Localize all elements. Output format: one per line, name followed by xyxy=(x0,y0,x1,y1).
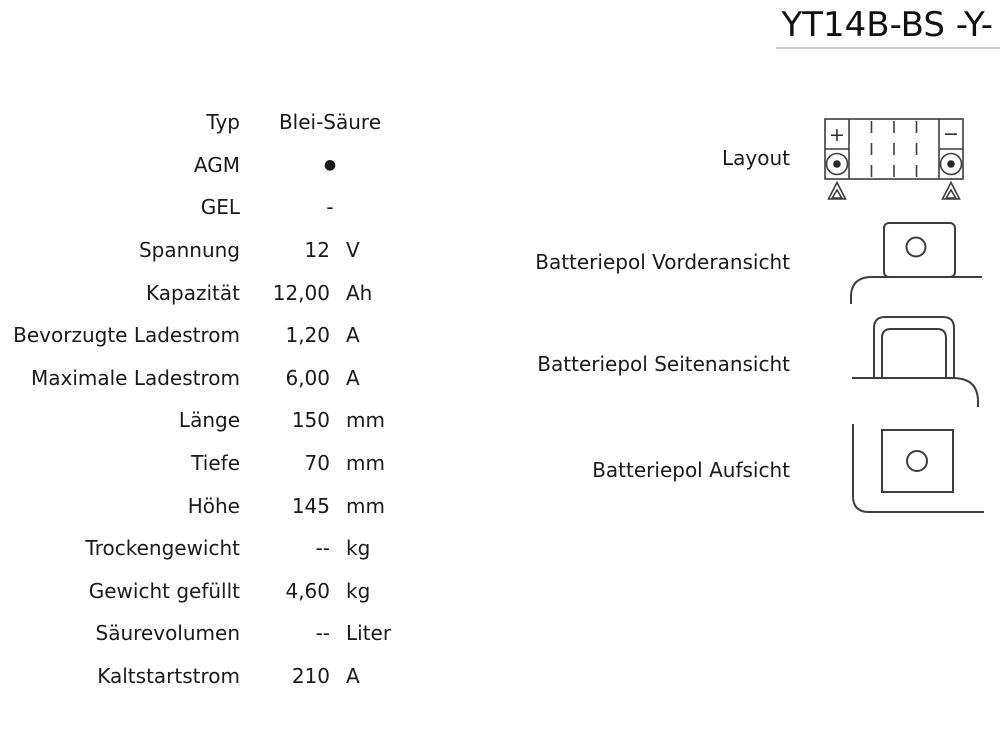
title-underline xyxy=(776,47,1000,49)
minus-symbol: − xyxy=(943,123,959,145)
spec-value: 1,20 xyxy=(285,323,330,348)
positive-terminal-dot xyxy=(833,160,841,168)
spec-unit: kg xyxy=(346,536,371,561)
battery-corner-line xyxy=(852,424,984,513)
battery-edge-line xyxy=(852,377,979,407)
spec-label: Trockengewicht xyxy=(85,536,240,561)
spec-table: Typ Blei-Säure AGM ● GEL - Spannung 12 V… xyxy=(0,101,420,697)
spec-label: Maximale Ladestrom xyxy=(30,365,240,390)
terminal-body xyxy=(881,429,954,493)
spec-label: Tiefe xyxy=(191,451,240,476)
spec-value: 145 xyxy=(291,493,330,518)
spec-label: Säurevolumen xyxy=(95,621,240,646)
spec-value: 210 xyxy=(291,664,330,689)
terminal-side-view-label: Batteriepol Seitenansicht xyxy=(537,352,790,376)
spec-unit: Ah xyxy=(346,280,373,305)
position-marker-left-icon xyxy=(827,180,847,200)
spec-label: Bevorzugte Ladestrom xyxy=(13,323,240,348)
position-marker-right-icon xyxy=(941,180,961,200)
spec-value: 4,60 xyxy=(285,578,330,603)
spec-label: Spannung xyxy=(138,238,240,263)
spec-label: Höhe xyxy=(187,493,240,518)
spec-value: -- xyxy=(315,621,330,646)
spec-value: -- xyxy=(315,536,330,561)
negative-terminal-dot xyxy=(947,160,955,168)
spec-label: Länge xyxy=(178,408,240,433)
spec-label: Gewicht gefüllt xyxy=(88,578,240,603)
spec-value: 12,00 xyxy=(272,280,330,305)
spec-label: Kapazität xyxy=(146,280,240,305)
spec-unit: A xyxy=(346,365,360,390)
spec-label: GEL xyxy=(200,195,240,220)
spec-row-gel: GEL - xyxy=(0,186,420,229)
page-title: YT14B-BS -Y- xyxy=(781,5,993,45)
terminal-top-view-diagram xyxy=(852,424,984,513)
battery-edge-line xyxy=(850,276,982,304)
spec-unit: mm xyxy=(346,493,385,518)
spec-row-agm: AGM ● xyxy=(0,144,420,187)
spec-row-hoehe: Höhe 145 mm xyxy=(0,484,420,527)
terminal-hole-icon xyxy=(906,450,928,472)
spec-row-trockengewicht: Trockengewicht -- kg xyxy=(0,527,420,570)
spec-row-kaltstartstrom: Kaltstartstrom 210 A xyxy=(0,655,420,698)
spec-row-maximale-ladestrom: Maximale Ladestrom 6,00 A xyxy=(0,357,420,400)
terminal-front-view-label: Batteriepol Vorderansicht xyxy=(535,250,790,274)
spec-row-kapazitaet: Kapazität 12,00 Ah xyxy=(0,271,420,314)
spec-row-typ: Typ Blei-Säure xyxy=(0,101,420,144)
terminal-top-view-label: Batteriepol Aufsicht xyxy=(592,458,790,482)
spec-row-laenge: Länge 150 mm xyxy=(0,399,420,442)
terminal-body xyxy=(883,222,956,278)
spec-unit: A xyxy=(346,664,360,689)
negative-terminal-icon xyxy=(939,152,963,176)
spec-label: AGM xyxy=(193,152,240,177)
terminal-hole-icon xyxy=(905,236,927,258)
position-marker-left-inner xyxy=(830,188,844,199)
spec-row-spannung: Spannung 12 V xyxy=(0,229,420,272)
spec-value: 6,00 xyxy=(285,365,330,390)
spec-unit: A xyxy=(346,323,360,348)
spec-value: 70 xyxy=(304,451,330,476)
terminal-side-view-diagram xyxy=(852,316,979,407)
spec-value: 150 xyxy=(291,408,330,433)
spec-row-saeurevolumen: Säurevolumen -- Liter xyxy=(0,612,420,655)
terminal-outer-profile xyxy=(873,316,955,378)
spec-unit: mm xyxy=(346,451,385,476)
spec-unit: kg xyxy=(346,578,371,603)
spec-value-bullet: ● xyxy=(323,156,337,173)
spec-row-gewicht-gefuellt: Gewicht gefüllt 4,60 kg xyxy=(0,570,420,613)
spec-row-bevorzugte-ladestrom: Bevorzugte Ladestrom 1,20 A xyxy=(0,314,420,357)
plus-symbol: + xyxy=(829,124,845,146)
spec-unit: Liter xyxy=(346,621,392,646)
spec-value: Blei-Säure xyxy=(278,110,382,135)
spec-label: Typ xyxy=(206,110,240,135)
spec-label: Kaltstartstrom xyxy=(97,664,240,689)
spec-value: - xyxy=(326,195,334,220)
layout-label: Layout xyxy=(722,146,790,170)
positive-terminal-icon xyxy=(825,152,849,176)
position-marker-right-inner xyxy=(944,188,958,199)
spec-unit: V xyxy=(346,238,360,263)
terminal-inner-profile xyxy=(881,328,947,378)
terminal-front-view-diagram xyxy=(850,222,982,304)
spec-unit: mm xyxy=(346,408,385,433)
spec-value: 12 xyxy=(304,238,330,263)
spec-row-tiefe: Tiefe 70 mm xyxy=(0,442,420,485)
battery-layout-diagram: + − xyxy=(824,118,964,200)
